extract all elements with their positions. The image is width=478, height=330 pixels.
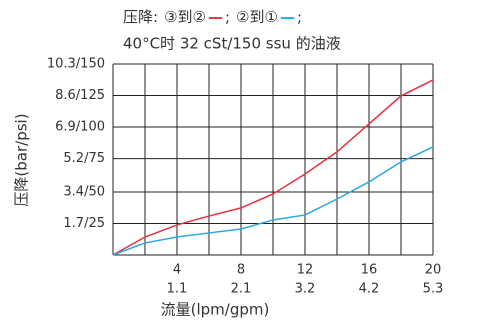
x-axis-label: 流量(lpm/gpm) <box>161 301 270 319</box>
x-tick-label-secondary: 2.1 <box>231 282 252 297</box>
series-line <box>112 146 434 256</box>
legend-dash: — <box>208 8 223 26</box>
title: 压降: <box>123 8 158 26</box>
legend: 压降: ③到② —; ②到① —; <box>123 8 302 26</box>
x-tick-label-secondary: 1.1 <box>167 282 188 297</box>
chart-subtitle: 40°C时 32 cSt/150 ssu 的油液 <box>123 35 341 53</box>
legend-label: ②到① <box>236 8 278 26</box>
y-tick-label: 8.6/125 <box>55 88 105 103</box>
legend-dash: — <box>280 8 295 26</box>
y-tick-label: 10.3/150 <box>47 57 105 72</box>
x-tick-label: 16 <box>361 263 378 278</box>
x-tick-label-secondary: 4.2 <box>359 282 380 297</box>
series-line <box>112 79 434 256</box>
x-tick-label: 20 <box>425 263 442 278</box>
y-tick-label: 6.9/100 <box>55 120 105 135</box>
y-axis-label: 压降(bar/psi) <box>13 113 31 206</box>
x-tick-label: 4 <box>173 263 181 278</box>
x-tick-label-secondary: 5.3 <box>423 282 444 297</box>
x-tick-label: 8 <box>237 263 245 278</box>
legend-separator: ; <box>225 8 230 26</box>
x-tick-label: 12 <box>297 263 314 278</box>
y-tick-label: 3.4/50 <box>63 184 105 199</box>
x-tick-label-secondary: 3.2 <box>295 282 316 297</box>
legend-separator: ; <box>297 8 302 26</box>
y-tick-label: 1.7/25 <box>63 216 105 231</box>
y-tick-label: 5.2/75 <box>63 151 105 166</box>
legend-label: ③到② <box>164 8 206 26</box>
